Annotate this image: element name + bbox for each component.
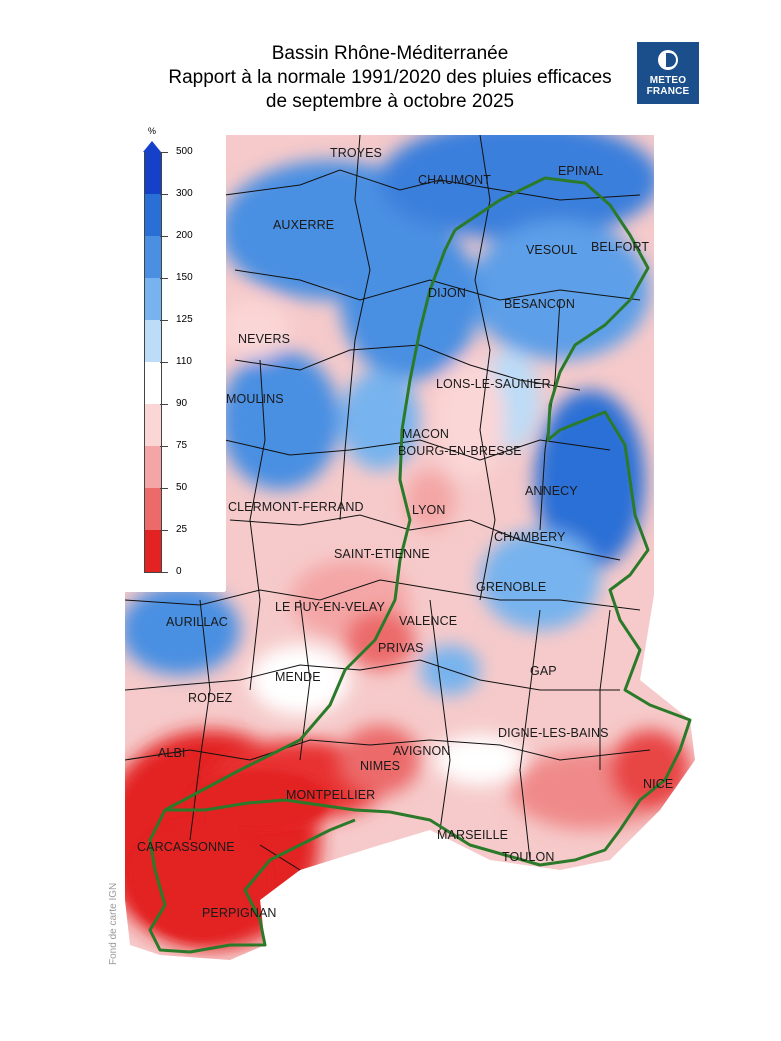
color-legend: % 500 300 200 150 125 110 90 75 50 25 0 xyxy=(126,126,226,591)
city-label: VALENCE xyxy=(399,614,458,628)
city-label: CHAUMONT xyxy=(418,173,492,187)
legend-tick-label: 300 xyxy=(176,188,193,199)
city-label: BESANCON xyxy=(504,297,575,311)
legend-unit: % xyxy=(148,126,157,136)
legend-tick-label: 150 xyxy=(176,272,193,283)
city-label: LYON xyxy=(412,503,446,517)
title-line-1: Bassin Rhône-Méditerranée xyxy=(271,43,509,64)
city-label: ANNECY xyxy=(525,484,578,498)
city-label: MONTPELLIER xyxy=(286,788,376,802)
city-label: BOURG-EN-BRESSE xyxy=(398,444,522,458)
basin-boundary xyxy=(148,176,692,954)
city-label: PERPIGNAN xyxy=(202,906,277,920)
legend-swatch xyxy=(145,362,161,404)
legend-tick-mark xyxy=(160,572,168,573)
legend-tick-mark xyxy=(160,278,168,279)
legend-tick-mark xyxy=(160,530,168,531)
map-title: Bassin Rhône-Méditerranée Rapport à la n… xyxy=(120,42,660,114)
legend-tick-label: 110 xyxy=(176,356,192,367)
legend-tick-mark xyxy=(160,236,168,237)
city-label: DIGNE-LES-BAINS xyxy=(498,726,609,740)
legend-tick-label: 125 xyxy=(176,314,193,325)
legend-tick-mark xyxy=(160,320,168,321)
city-label: VESOUL xyxy=(526,243,578,257)
city-label: MENDE xyxy=(275,670,321,684)
legend-swatch xyxy=(145,194,161,236)
department-boundaries xyxy=(125,135,651,911)
city-label: SAINT-ETIENNE xyxy=(334,547,430,561)
legend-tick-label: 0 xyxy=(176,566,182,577)
legend-swatch xyxy=(145,320,161,362)
legend-bar xyxy=(144,152,162,573)
city-label: AVIGNON xyxy=(393,744,451,758)
logo-text-1: METEO xyxy=(649,75,687,86)
legend-tick-mark xyxy=(160,152,168,153)
city-label: CARCASSONNE xyxy=(137,840,235,854)
legend-tick-mark xyxy=(160,194,168,195)
legend-swatch xyxy=(145,530,161,572)
legend-tick-mark xyxy=(160,446,168,447)
city-label: TOULON xyxy=(502,850,555,864)
city-label: PRIVAS xyxy=(378,641,424,655)
city-label: AUXERRE xyxy=(273,218,335,232)
city-label: DIJON xyxy=(428,286,466,300)
city-label: GRENOBLE xyxy=(476,580,547,594)
city-label: LE PUY-EN-VELAY xyxy=(275,600,385,614)
legend-tick-mark xyxy=(160,404,168,405)
legend-swatch xyxy=(145,446,161,488)
legend-tick-label: 90 xyxy=(176,398,188,409)
legend-tick-label: 50 xyxy=(176,482,188,493)
city-label: NEVERS xyxy=(238,332,291,346)
legend-swatch xyxy=(145,152,161,194)
city-label: MACON xyxy=(402,427,450,441)
city-label: CHAMBERY xyxy=(494,530,566,544)
city-label: CLERMONT-FERRAND xyxy=(228,500,364,514)
city-label: NICE xyxy=(643,777,674,791)
city-label: MARSEILLE xyxy=(437,828,509,842)
city-label: MOULINS xyxy=(226,392,284,406)
meteo-france-logo-icon: METEO FRANCE xyxy=(637,42,699,104)
title-line-3: de septembre à octobre 2025 xyxy=(265,91,515,112)
title-line-2: Rapport à la normale 1991/2020 des pluie… xyxy=(168,67,612,88)
legend-tick-label: 25 xyxy=(176,524,188,535)
city-label: NIMES xyxy=(360,759,401,773)
legend-tick-label: 500 xyxy=(176,146,193,157)
legend-max-triangle-icon xyxy=(143,141,161,152)
legend-swatch xyxy=(145,488,161,530)
legend-tick-mark xyxy=(160,362,168,363)
logo-text-2: FRANCE xyxy=(646,86,690,97)
city-label: AURILLAC xyxy=(166,615,228,629)
legend-tick-label: 75 xyxy=(176,440,188,451)
city-label: RODEZ xyxy=(188,691,233,705)
legend-swatch xyxy=(145,404,161,446)
map-credit: Fond de carte IGN xyxy=(108,882,119,965)
city-label: BELFORT xyxy=(591,240,650,254)
legend-swatch xyxy=(145,236,161,278)
city-label: GAP xyxy=(530,664,557,678)
legend-swatch xyxy=(145,278,161,320)
city-label: EPINAL xyxy=(558,164,604,178)
legend-tick-mark xyxy=(160,488,168,489)
city-label: TROYES xyxy=(330,146,382,160)
logo-mark xyxy=(658,50,678,70)
legend-tick-label: 200 xyxy=(176,230,193,241)
city-label: LONS-LE-SAUNIER xyxy=(436,377,551,391)
city-label: ALBI xyxy=(158,746,186,760)
